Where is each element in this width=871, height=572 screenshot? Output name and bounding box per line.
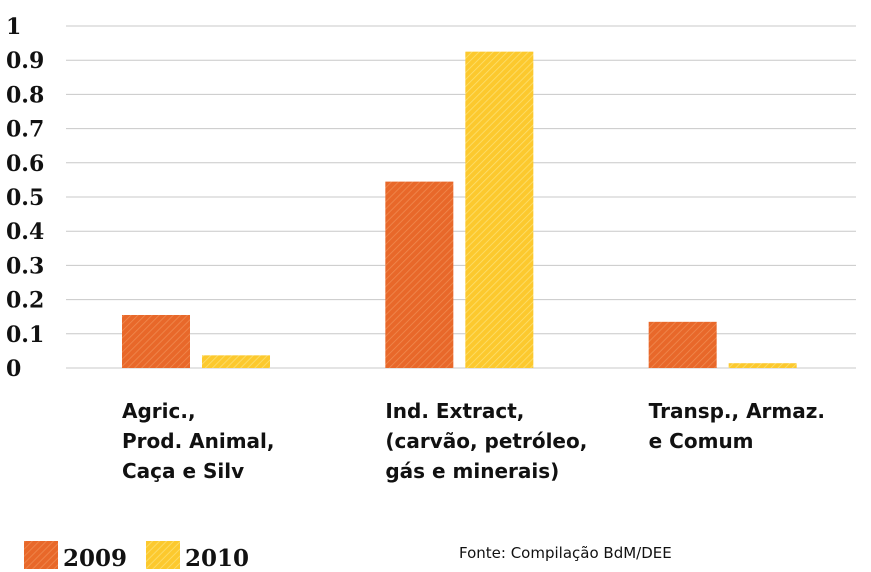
bar-2009-cat-1 bbox=[122, 314, 190, 368]
category-label: Ind. Extract, (carvão, petróleo, gás e min… bbox=[385, 399, 587, 483]
y-tick-label: 0.2 bbox=[6, 288, 44, 314]
legend-swatch-2010 bbox=[146, 541, 180, 569]
bars bbox=[122, 51, 797, 369]
gridlines bbox=[66, 25, 856, 369]
legend-label: 2010 bbox=[185, 545, 249, 572]
y-tick-label: 1 bbox=[6, 14, 21, 40]
x-axis-categories: Agric., Prod. Animal, Caça e Silv Ind. Extr… bbox=[122, 399, 825, 483]
y-axis-ticks: 0 0.1 0.2 0.3 0.4 0.5 0.6 0.7 0.8 0.9 1 bbox=[6, 14, 44, 382]
legend-label: 2009 bbox=[63, 545, 127, 572]
bar-2010-cat-1 bbox=[202, 355, 270, 368]
category-label: Agric., Prod. Animal, Caça e Silv bbox=[122, 399, 275, 483]
legend: 2009 2010 bbox=[24, 541, 249, 572]
y-tick-label: 0.5 bbox=[6, 185, 44, 211]
bar-2009-cat-2 bbox=[385, 181, 454, 368]
y-tick-label: 0.3 bbox=[6, 253, 44, 279]
y-tick-label: 0.8 bbox=[6, 82, 44, 108]
y-tick-label: 0.9 bbox=[6, 48, 44, 74]
bar-2010-cat-3 bbox=[728, 363, 797, 368]
y-tick-label: 0.1 bbox=[6, 322, 44, 348]
legend-swatch-2009 bbox=[24, 541, 58, 569]
y-tick-label: 0.7 bbox=[6, 117, 44, 143]
bar-2009-cat-3 bbox=[648, 321, 717, 368]
category-label: Transp., Armaz. e Comum bbox=[649, 399, 825, 453]
y-tick-label: 0.6 bbox=[6, 151, 44, 177]
y-tick-label: 0.4 bbox=[6, 219, 44, 245]
y-tick-label: 0 bbox=[6, 356, 21, 382]
source-note: Fonte: Compilação BdM/DEE bbox=[459, 544, 672, 562]
bar-2010-cat-2 bbox=[465, 51, 534, 369]
